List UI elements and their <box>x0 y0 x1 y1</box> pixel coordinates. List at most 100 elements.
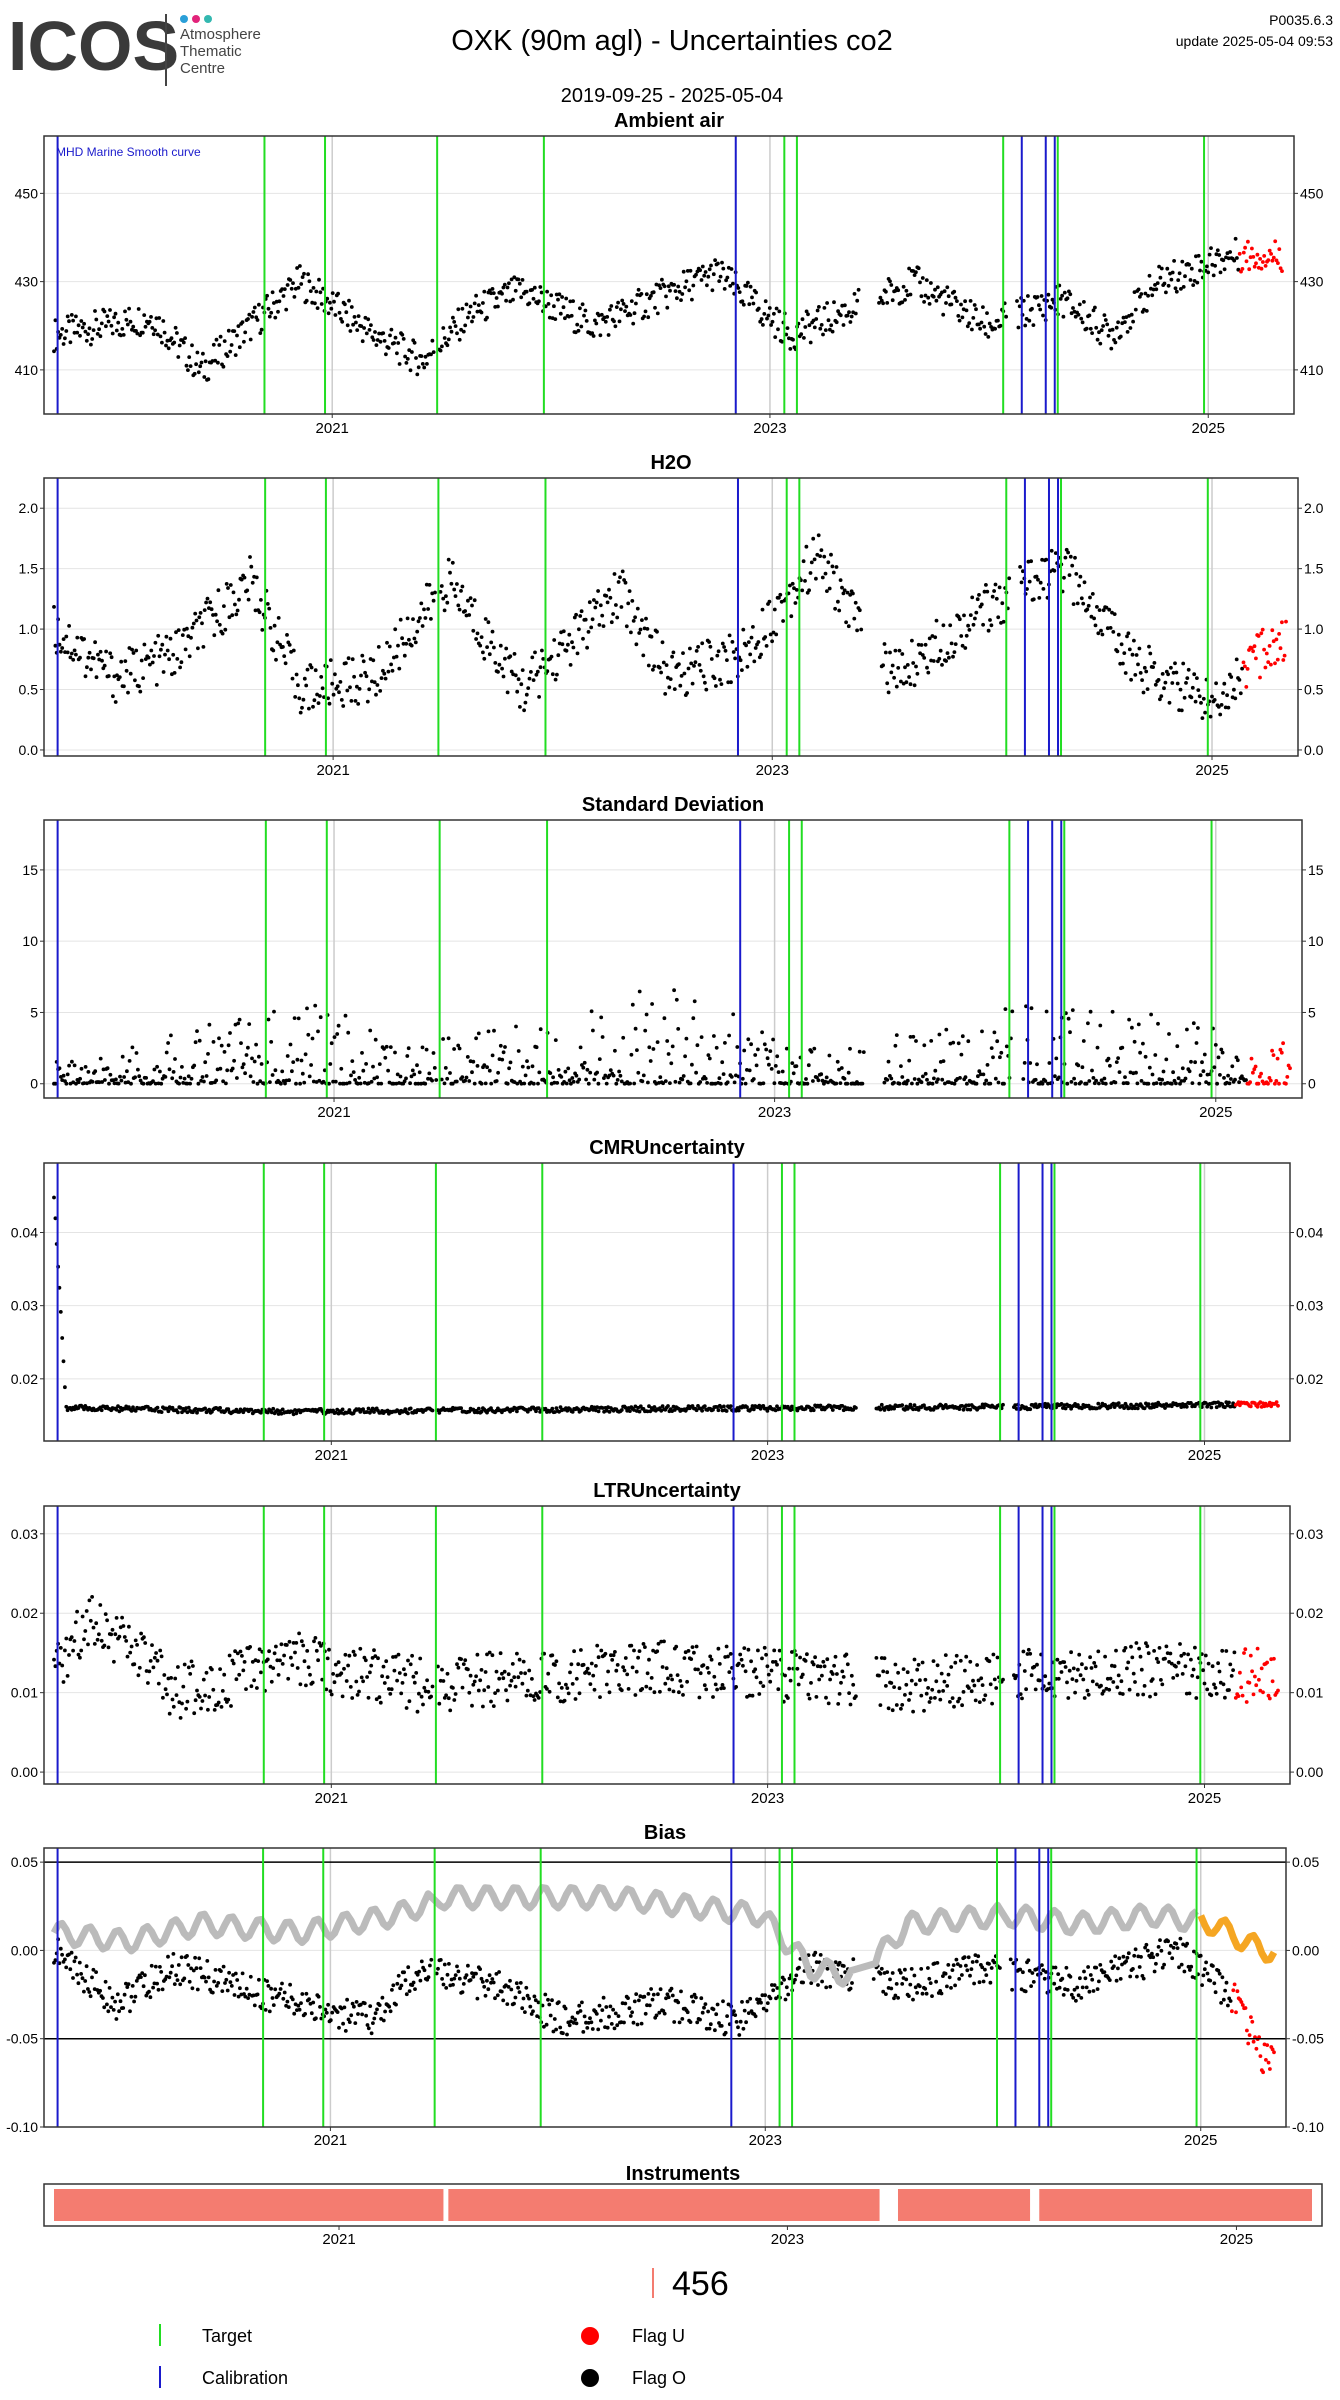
panel-6-point <box>536 2000 541 2005</box>
panel-1-point <box>765 316 769 321</box>
panel-5-point <box>734 1685 738 1689</box>
panel-5-point <box>585 1666 590 1671</box>
panel-5-point <box>596 1655 601 1660</box>
panel-3-point <box>219 1043 224 1048</box>
panel-5-point <box>934 1679 939 1684</box>
panel-3-point <box>333 1079 338 1084</box>
panel-6-point <box>103 1979 108 1984</box>
panel-6-point <box>77 1960 82 1965</box>
panel-3-point <box>369 1079 374 1084</box>
panel-5-point <box>1108 1676 1113 1681</box>
panel-1-point <box>968 299 973 303</box>
panel-2-point <box>1249 646 1254 650</box>
panel-1-point <box>416 365 421 370</box>
panel-2-point <box>526 686 531 690</box>
panel-5-point <box>769 1668 774 1673</box>
panel-1-point <box>349 305 354 309</box>
panel-3-point <box>655 1040 660 1044</box>
panel-3-point <box>494 1079 499 1083</box>
panel-1-point <box>612 319 616 324</box>
panel-5-point <box>220 1689 225 1693</box>
panel-3-point <box>127 1059 132 1063</box>
panel-1-point <box>206 377 211 382</box>
panel-1-point <box>657 283 661 288</box>
panel-2-point <box>1034 574 1039 579</box>
panel-5-point <box>1232 1650 1237 1655</box>
panel-3-point <box>296 1016 301 1021</box>
panel-1-point <box>1071 306 1075 310</box>
panel-3-point <box>366 1081 371 1086</box>
panel-1-point <box>978 326 982 331</box>
panel-2-point <box>111 694 115 699</box>
panel-5-point <box>773 1660 778 1664</box>
panel-6-point <box>309 2011 314 2016</box>
panel-2-point <box>846 624 851 629</box>
panel-1-point <box>629 299 634 303</box>
panel-5-point <box>1157 1646 1162 1650</box>
panel-3-point <box>720 1060 725 1065</box>
panel-2-point <box>311 704 315 709</box>
panel-1-point <box>438 348 443 353</box>
panel-3-point <box>136 1067 140 1072</box>
panel-3-point <box>816 1078 821 1083</box>
panel-2-ytick-right-5: 2.0 <box>1304 500 1324 516</box>
panel-3-point <box>674 997 679 1002</box>
panel-4-point <box>879 1402 884 1407</box>
panel-3-point <box>921 1074 925 1079</box>
panel-5-point <box>982 1697 986 1702</box>
panel-1-point <box>109 323 114 328</box>
panel-3-point <box>958 1076 962 1080</box>
panel-2-point <box>75 635 80 640</box>
panel-2-point <box>450 560 455 565</box>
panel-5-point <box>402 1667 406 1672</box>
panel-2-point <box>298 710 303 715</box>
panel-5-point <box>1066 1696 1071 1700</box>
panel-3-point <box>486 1029 491 1034</box>
panel-5-point <box>436 1664 440 1669</box>
panel-2-point <box>478 643 483 648</box>
panel-1-point <box>987 321 992 326</box>
panel-1-point <box>65 314 70 319</box>
panel-2-point <box>933 635 938 640</box>
panel-2-point <box>1162 686 1166 691</box>
panel-1-point <box>202 375 207 379</box>
panel-5-point <box>909 1678 914 1683</box>
panel-6-point <box>546 1997 550 2002</box>
panel-5-point <box>237 1672 242 1677</box>
panel-3-point <box>426 1076 430 1081</box>
panel-1-point <box>1255 252 1260 257</box>
panel-2-point <box>493 661 498 665</box>
panel-6-point <box>373 2011 378 2016</box>
panel-1-point <box>157 316 162 320</box>
panel-5-point <box>410 1653 414 1658</box>
panel-1-point <box>762 312 767 316</box>
panel-5-point <box>874 1656 879 1660</box>
panel-6-point <box>304 1991 309 1996</box>
panel-3-point <box>965 1081 969 1086</box>
panel-3-point <box>70 1059 74 1064</box>
panel-1-point <box>877 301 881 305</box>
panel-5-point <box>1141 1692 1146 1697</box>
panel-2-point <box>224 582 229 586</box>
panel-2-point <box>393 627 398 632</box>
panel-1-point <box>105 314 110 318</box>
panel-2-point <box>474 637 478 641</box>
panel-5-point <box>1214 1691 1219 1696</box>
panel-5-point <box>474 1674 478 1679</box>
panel-1-point <box>1199 259 1204 264</box>
panel-3-point <box>628 1081 632 1086</box>
panel-5-point <box>742 1646 747 1650</box>
panel-5-point <box>329 1692 334 1697</box>
panel-3-point <box>1233 1077 1237 1082</box>
panel-1-point <box>243 330 248 335</box>
panel-6-point <box>372 2016 377 2021</box>
panel-5-point <box>252 1678 256 1683</box>
panel-1-point <box>1164 290 1168 295</box>
panel-6-point <box>166 1954 170 1959</box>
panel-2-point <box>550 672 555 677</box>
panel-2-point <box>223 627 228 632</box>
panel-5-point <box>777 1648 782 1653</box>
panel-3-point <box>1279 1050 1284 1055</box>
panel-2-point <box>466 598 470 603</box>
panel-3-point <box>251 1080 256 1084</box>
